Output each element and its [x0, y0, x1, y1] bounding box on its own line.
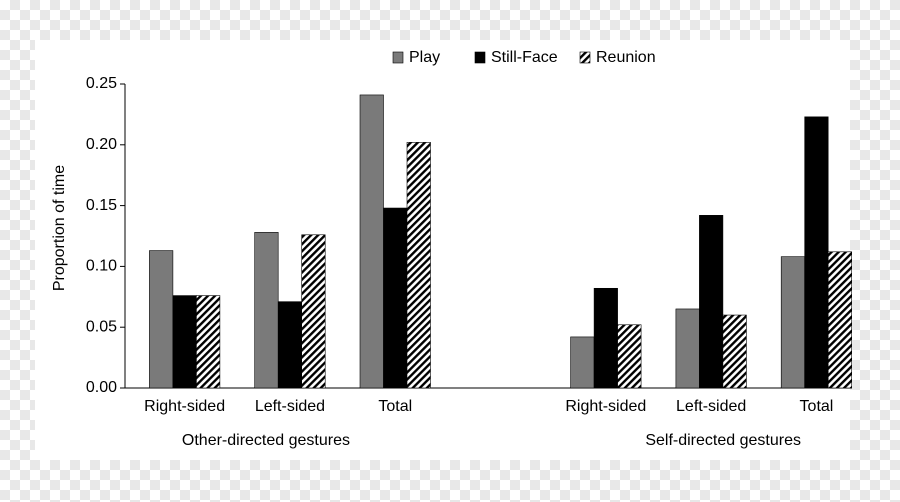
x-tick-label: Total	[800, 398, 834, 415]
bar	[406, 142, 431, 389]
bar	[196, 295, 221, 389]
bar	[301, 234, 326, 389]
bar	[827, 251, 853, 389]
y-tick-label: 0.15	[86, 197, 117, 214]
y-axis-label: Proportion of time	[51, 165, 68, 291]
legend-label: Play	[409, 49, 440, 66]
plot-background	[35, 40, 850, 460]
bar	[780, 256, 806, 389]
x-tick-label: Total	[378, 398, 412, 415]
bar	[804, 116, 829, 389]
bar	[383, 207, 408, 389]
bar	[675, 308, 700, 389]
bar	[722, 314, 747, 389]
y-tick-label: 0.20	[86, 136, 117, 153]
bar	[699, 215, 724, 389]
legend-label: Still-Face	[491, 49, 558, 66]
x-tick-label: Left-sided	[676, 398, 746, 415]
legend-swatch	[474, 51, 486, 64]
bar	[617, 324, 642, 389]
bar	[149, 250, 174, 389]
legend-swatch	[392, 51, 404, 64]
legend-label: Reunion	[596, 49, 656, 66]
bar	[359, 94, 384, 389]
y-tick-label: 0.05	[86, 318, 117, 335]
group-label: Self-directed gestures	[645, 432, 801, 449]
x-tick-label: Right-sided	[144, 398, 225, 415]
bar	[277, 301, 303, 389]
y-tick-label: 0.00	[86, 379, 117, 396]
bar	[254, 232, 279, 389]
group-label: Other-directed gestures	[182, 432, 350, 449]
bar	[570, 336, 595, 389]
x-tick-label: Left-sided	[255, 398, 325, 415]
y-tick-label: 0.10	[86, 258, 117, 275]
legend-swatch	[579, 51, 591, 64]
bar	[172, 295, 197, 389]
x-tick-label: Right-sided	[565, 398, 646, 415]
y-tick-label: 0.25	[86, 75, 117, 92]
bar	[593, 287, 618, 389]
